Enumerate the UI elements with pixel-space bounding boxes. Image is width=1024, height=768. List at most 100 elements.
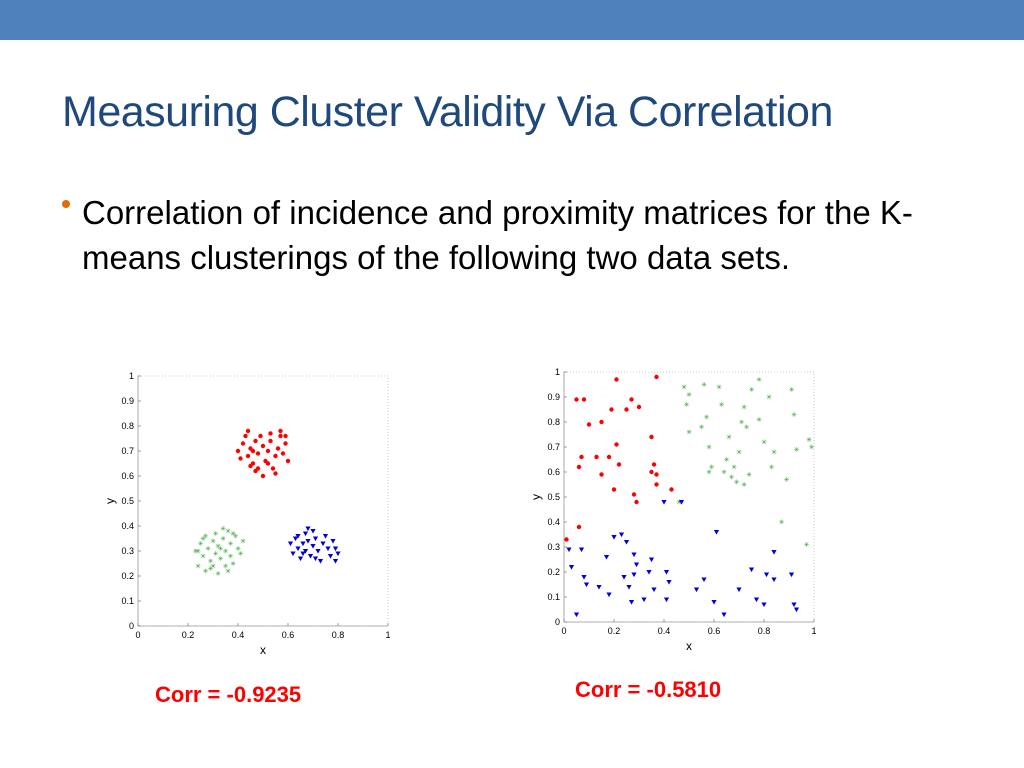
data-point-red-dot — [260, 473, 266, 479]
slide-title: Measuring Cluster Validity Via Correlati… — [62, 88, 833, 136]
data-point-green-star: ✳ — [215, 570, 221, 578]
data-point-red-dot — [270, 466, 276, 471]
data-point-green-star: ✳ — [804, 541, 810, 549]
data-point-red-dot — [278, 428, 283, 434]
data-point-green-star: ✳ — [235, 545, 241, 553]
data-point-red-dot — [260, 443, 266, 449]
data-point-red-dot — [576, 524, 582, 530]
data-point-blue-triangle — [788, 572, 795, 578]
data-point-blue-triangle — [791, 602, 797, 608]
data-point-red-dot — [275, 446, 281, 451]
data-point-red-dot — [564, 537, 569, 542]
data-point-blue-triangle — [771, 577, 777, 583]
data-point-green-star: ✳ — [724, 456, 730, 464]
y-tick-label: 0.8 — [121, 421, 134, 431]
data-point-red-dot — [283, 441, 288, 446]
data-point-blue-triangle — [736, 587, 742, 593]
data-point-green-star: ✳ — [228, 553, 234, 561]
data-point-blue-triangle — [618, 532, 625, 538]
x-axis-label: x — [686, 639, 692, 653]
data-point-blue-triangle — [312, 556, 319, 562]
data-point-green-star: ✳ — [726, 434, 732, 442]
data-point-red-dot — [654, 472, 659, 477]
data-point-green-star: ✳ — [218, 545, 224, 553]
data-point-green-star: ✳ — [719, 401, 725, 409]
data-point-red-dot — [283, 433, 288, 439]
data-point-green-star: ✳ — [706, 444, 712, 452]
data-point-blue-triangle — [611, 535, 617, 540]
data-point-blue-triangle — [721, 612, 727, 618]
data-point-red-dot — [631, 492, 637, 497]
y-tick-label: 0.3 — [547, 542, 560, 552]
data-point-green-star: ✳ — [220, 525, 226, 533]
data-point-blue-triangle — [631, 552, 637, 558]
data-point-blue-triangle — [332, 546, 339, 552]
data-point-green-star: ✳ — [784, 476, 790, 484]
bullet-text: Correlation of incidence and proximity m… — [82, 194, 913, 276]
data-point-green-star: ✳ — [228, 540, 234, 548]
y-tick-label: 0.5 — [547, 492, 560, 502]
data-point-red-dot — [649, 469, 654, 475]
data-point-green-star: ✳ — [208, 558, 214, 566]
data-point-red-dot — [654, 374, 659, 380]
data-point-green-star: ✳ — [205, 545, 211, 553]
data-point-red-dot — [654, 482, 659, 487]
data-point-green-star: ✳ — [684, 401, 690, 409]
y-tick-label: 0.1 — [121, 596, 134, 606]
y-tick-label: 0 — [555, 617, 560, 627]
data-point-green-star: ✳ — [706, 469, 712, 477]
data-point-blue-triangle — [305, 526, 311, 532]
y-tick-label: 0.5 — [121, 496, 134, 506]
data-point-green-star: ✳ — [210, 563, 216, 571]
data-point-blue-triangle — [330, 539, 336, 544]
data-point-green-star: ✳ — [210, 538, 216, 546]
data-point-blue-triangle — [290, 551, 296, 557]
data-point-blue-triangle — [603, 555, 610, 560]
data-point-red-dot — [278, 433, 283, 439]
data-point-red-dot — [651, 462, 657, 467]
data-point-green-star: ✳ — [809, 444, 815, 452]
data-point-blue-triangle — [641, 597, 647, 603]
y-tick-label: 0.6 — [121, 471, 134, 481]
data-point-red-dot — [669, 487, 674, 492]
data-point-green-star: ✳ — [233, 533, 239, 541]
axes-box — [137, 375, 389, 627]
data-point-green-star: ✳ — [676, 499, 682, 507]
data-point-green-star: ✳ — [213, 530, 219, 538]
data-point-red-dot — [240, 441, 246, 446]
data-point-blue-triangle — [583, 582, 590, 588]
data-point-red-dot — [255, 451, 261, 456]
data-point-red-dot — [629, 397, 634, 402]
y-tick-label: 0.2 — [121, 571, 134, 581]
data-point-green-star: ✳ — [230, 530, 236, 538]
data-point-blue-triangle — [666, 580, 672, 585]
y-tick-label: 1 — [129, 371, 134, 381]
data-point-blue-triangle — [713, 530, 720, 535]
data-point-green-star: ✳ — [761, 439, 767, 447]
y-axis-label: y — [529, 494, 543, 500]
data-point-red-dot — [253, 438, 258, 444]
correlation-label-left: Corr = -0.9235 — [155, 682, 302, 707]
data-point-green-star: ✳ — [741, 481, 747, 489]
data-point-green-star: ✳ — [701, 381, 707, 389]
data-point-green-star: ✳ — [220, 535, 226, 543]
scatter-plot-right: 0 0.2 0.4 0.6 0.8 1 0 0.1 0.2 0.3 0.4 0.5 0.6 0.7 0.8 0… — [529, 367, 817, 653]
data-point-green-star: ✳ — [746, 471, 752, 479]
data-point-red-dot — [255, 466, 261, 471]
data-point-blue-triangle — [295, 546, 301, 552]
data-point-blue-triangle — [568, 565, 575, 570]
x-tick-label: 0.4 — [232, 630, 245, 640]
data-point-green-star: ✳ — [230, 560, 236, 568]
y-tick-label: 0.4 — [547, 517, 560, 527]
data-point-green-star: ✳ — [195, 563, 201, 571]
data-point-green-star: ✳ — [721, 469, 727, 477]
data-point-green-star: ✳ — [779, 519, 785, 527]
data-point-green-star: ✳ — [218, 555, 224, 563]
data-point-red-dot — [273, 453, 278, 459]
y-tick-label: 0.3 — [121, 546, 134, 556]
data-point-red-dot — [238, 456, 243, 461]
data-point-green-star: ✳ — [240, 538, 246, 546]
data-point-red-dot — [594, 454, 599, 460]
data-point-green-star: ✳ — [238, 550, 244, 558]
y-tick-label: 0.6 — [547, 467, 560, 477]
